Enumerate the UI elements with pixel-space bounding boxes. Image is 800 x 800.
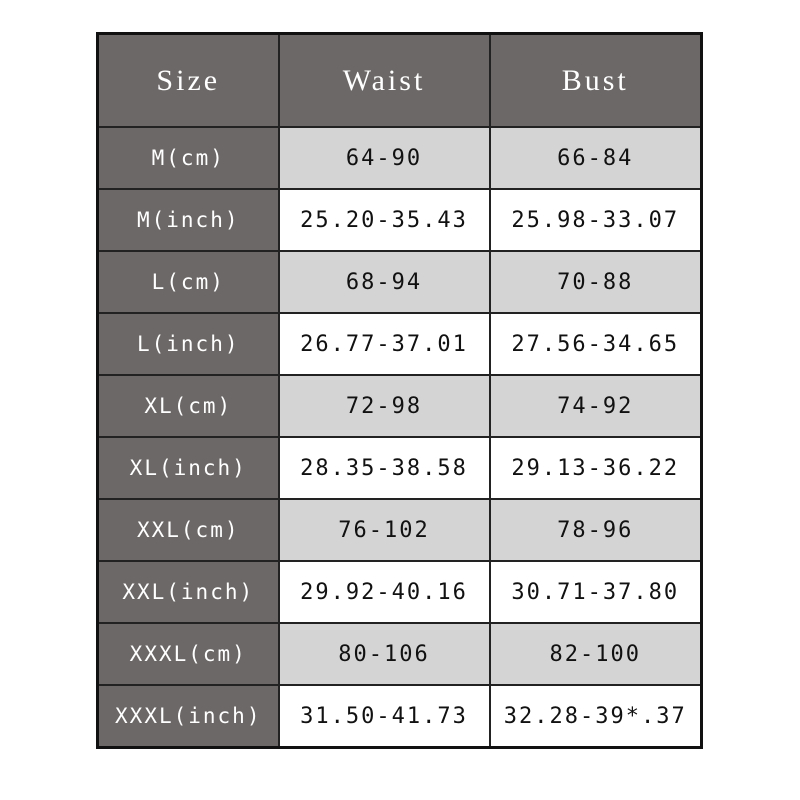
- value-cell: 27.56-34.65: [488, 312, 703, 376]
- size-cell: XL(inch): [96, 436, 280, 500]
- header-cell: Size: [96, 32, 280, 128]
- size-cell: XXL(inch): [96, 560, 280, 624]
- value-cell: 30.71-37.80: [488, 560, 703, 624]
- value-cell: 26.77-37.01: [277, 312, 491, 376]
- value-cell: 76-102: [277, 498, 491, 562]
- table-row: XL(cm) 72-98 74-92: [96, 374, 703, 438]
- table-row: M(inch) 25.20-35.43 25.98-33.07: [96, 188, 703, 252]
- value-cell: 32.28-39*.37: [488, 684, 703, 749]
- value-cell: 66-84: [488, 126, 703, 190]
- size-cell: L(cm): [96, 250, 280, 314]
- table-row: XXL(inch) 29.92-40.16 30.71-37.80: [96, 560, 703, 624]
- table-row: M(cm) 64-90 66-84: [96, 126, 703, 190]
- size-cell: XXXL(cm): [96, 622, 280, 686]
- value-cell: 29.13-36.22: [488, 436, 703, 500]
- value-cell: 70-88: [488, 250, 703, 314]
- value-cell: 82-100: [488, 622, 703, 686]
- value-cell: 29.92-40.16: [277, 560, 491, 624]
- size-table: Size Waist Bust M(cm) 64-90 66-84 M(inch) 25.2…: [96, 32, 703, 749]
- size-cell: M(inch): [96, 188, 280, 252]
- value-cell: 68-94: [277, 250, 491, 314]
- table-row: L(cm) 68-94 70-88: [96, 250, 703, 314]
- value-cell: 78-96: [488, 498, 703, 562]
- value-cell: 25.20-35.43: [277, 188, 491, 252]
- value-cell: 80-106: [277, 622, 491, 686]
- table-row: XL(inch) 28.35-38.58 29.13-36.22: [96, 436, 703, 500]
- table-row: XXXL(inch) 31.50-41.73 32.28-39*.37: [96, 684, 703, 749]
- header-cell: Waist: [277, 32, 491, 128]
- size-cell: M(cm): [96, 126, 280, 190]
- value-cell: 25.98-33.07: [488, 188, 703, 252]
- value-cell: 64-90: [277, 126, 491, 190]
- size-chart: Size Waist Bust M(cm) 64-90 66-84 M(inch) 25.2…: [96, 32, 703, 749]
- value-cell: 31.50-41.73: [277, 684, 491, 749]
- value-cell: 74-92: [488, 374, 703, 438]
- size-cell: XXXL(inch): [96, 684, 280, 749]
- table-row: XXXL(cm) 80-106 82-100: [96, 622, 703, 686]
- size-cell: L(inch): [96, 312, 280, 376]
- size-cell: XL(cm): [96, 374, 280, 438]
- table-row: XXL(cm) 76-102 78-96: [96, 498, 703, 562]
- header-cell: Bust: [488, 32, 703, 128]
- value-cell: 28.35-38.58: [277, 436, 491, 500]
- header-row: Size Waist Bust: [96, 32, 703, 128]
- size-cell: XXL(cm): [96, 498, 280, 562]
- table-row: L(inch) 26.77-37.01 27.56-34.65: [96, 312, 703, 376]
- value-cell: 72-98: [277, 374, 491, 438]
